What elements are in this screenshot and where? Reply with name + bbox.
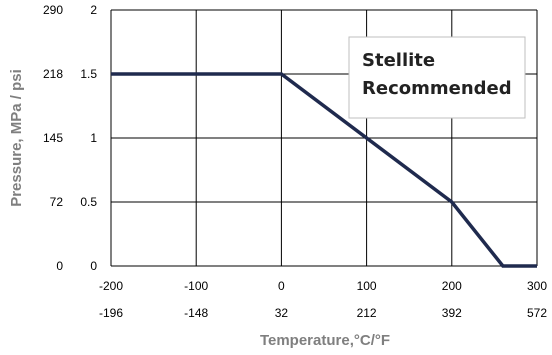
y-tick-label-psi: 218: [43, 67, 63, 81]
annotation-line-1: Stellite: [362, 50, 435, 71]
series-line: [111, 72, 537, 268]
y-axis-title: Pressure, MPa / psi: [8, 69, 25, 207]
y-tick-label-mpa: 1: [90, 131, 97, 145]
x-tick-label-celsius: 200: [442, 279, 462, 293]
x-tick-label-celsius: 300: [527, 279, 547, 293]
x-tick-label-celsius: -200: [99, 279, 123, 293]
annotation-line-2: Recommended: [362, 78, 512, 99]
y-tick-label-mpa: 0.5: [80, 195, 97, 209]
x-tick-label-fahrenheit: 392: [442, 306, 462, 320]
x-tick-labels-celsius: -200 -100 0 100 200 300: [99, 279, 547, 293]
y-tick-label-psi: 72: [50, 195, 64, 209]
x-tick-label-celsius: -100: [184, 279, 208, 293]
x-tick-label-fahrenheit: -148: [184, 306, 208, 320]
x-tick-label-celsius: 100: [357, 279, 377, 293]
x-tick-label-celsius: 0: [278, 279, 285, 293]
annotation-box: Stellite Recommended: [348, 36, 526, 119]
x-tick-labels-fahrenheit: -196 -148 32 212 392 572: [99, 306, 547, 320]
series-group: [111, 72, 537, 268]
x-tick-label-fahrenheit: 32: [275, 306, 289, 320]
y-tick-labels-mpa: 0 0.5 1 1.5 2: [80, 3, 97, 273]
y-tick-label-psi: 145: [43, 131, 63, 145]
x-tick-label-fahrenheit: -196: [99, 306, 123, 320]
y-tick-label-mpa: 1.5: [80, 67, 97, 81]
y-tick-label-psi: 0: [56, 259, 63, 273]
y-tick-label-mpa: 2: [90, 3, 97, 17]
y-tick-label-mpa: 0: [90, 259, 97, 273]
y-tick-labels-psi: 0 72 145 218 290: [43, 3, 63, 273]
x-tick-label-fahrenheit: 212: [357, 306, 377, 320]
annotation-frame: [348, 36, 526, 119]
x-axis-title: Temperature,°C/°F: [260, 332, 390, 349]
x-tick-label-fahrenheit: 572: [527, 306, 547, 320]
y-tick-label-psi: 290: [43, 3, 63, 17]
